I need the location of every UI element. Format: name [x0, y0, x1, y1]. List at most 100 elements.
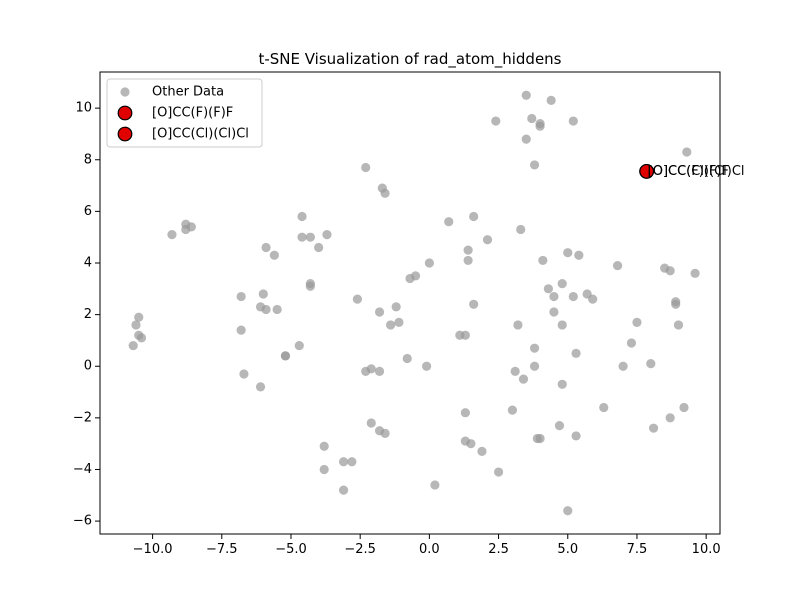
data-point: [297, 232, 307, 242]
data-point: [557, 320, 567, 330]
data-point: [322, 230, 332, 240]
data-point: [632, 317, 642, 327]
data-point: [599, 402, 609, 413]
data-point: [374, 366, 385, 376]
legend-label: [O]CC(F)(F)F: [152, 106, 233, 121]
x-tick-label: 0.0: [419, 542, 440, 557]
data-point: [255, 382, 266, 392]
data-point: [568, 291, 578, 302]
x-tick-label: 7.5: [627, 542, 648, 557]
data-point: [258, 289, 268, 299]
data-point: [305, 281, 315, 291]
data-point: [513, 320, 523, 330]
y-tick-label: −6: [73, 514, 92, 529]
data-point: [269, 250, 279, 260]
data-point: [460, 330, 470, 340]
data-point: [648, 423, 659, 433]
data-point: [516, 224, 526, 235]
data-point: [402, 353, 412, 364]
data-point: [535, 119, 545, 129]
data-point: [261, 242, 271, 253]
legend: Other Data [O]CC(F)(F)F [O]CC(Cl)(Cl)Cl: [106, 78, 263, 148]
x-tick-label: −2.5: [344, 542, 376, 557]
data-point: [422, 361, 432, 371]
data-point: [612, 260, 623, 271]
data-point: [554, 420, 565, 431]
data-point: [529, 343, 540, 353]
data-point: [236, 325, 246, 335]
data-point: [563, 248, 573, 258]
y-tick-label: −2: [73, 410, 92, 425]
data-point: [588, 294, 598, 304]
data-point: [391, 302, 401, 312]
point-annotation: [O]CC(Cl)(Cl)Cl: [648, 164, 745, 179]
data-point: [679, 402, 689, 413]
data-point: [529, 160, 540, 170]
data-point: [430, 480, 440, 490]
data-point: [186, 222, 196, 232]
data-point: [136, 333, 147, 343]
data-point: [297, 211, 307, 222]
data-point: [128, 340, 138, 351]
data-point: [549, 307, 559, 317]
axes-frame: [99, 71, 721, 535]
legend-label: [O]CC(Cl)(Cl)Cl: [152, 127, 249, 142]
data-point: [665, 266, 675, 276]
data-point: [444, 217, 454, 227]
data-point: [546, 95, 556, 105]
x-tick-label: −7.5: [206, 542, 238, 557]
legend-box: [106, 78, 263, 148]
y-tick-label: 0: [84, 359, 92, 374]
data-point: [134, 312, 144, 322]
x-tick-label: 10.0: [692, 542, 721, 557]
data-point: [482, 235, 493, 245]
data-point: [529, 361, 540, 371]
data-point: [314, 242, 324, 253]
data-point: [538, 255, 548, 266]
data-point: [574, 250, 584, 260]
data-point: [319, 441, 329, 451]
data-point: [466, 439, 476, 449]
data-point: [507, 405, 518, 415]
highlight-point: [639, 163, 655, 179]
data-point: [682, 147, 692, 157]
y-tick-label: 8: [84, 152, 92, 167]
y-tick-label: 2: [84, 307, 92, 322]
data-point: [380, 428, 390, 438]
data-point: [460, 408, 470, 418]
y-tick-label: 4: [84, 255, 92, 270]
data-point: [568, 116, 578, 126]
data-point: [361, 162, 371, 173]
data-point: [510, 366, 520, 376]
x-tick-label: −10.0: [133, 542, 173, 557]
data-point: [366, 364, 376, 374]
data-point: [527, 113, 537, 124]
data-point: [646, 359, 656, 369]
data-point: [366, 418, 376, 428]
data-point: [563, 506, 573, 516]
data-point: [463, 245, 473, 255]
data-point: [477, 446, 487, 457]
chart-title: t-SNE Visualization of rad_atom_hiddens: [258, 50, 561, 69]
data-point: [665, 413, 675, 423]
data-point: [543, 284, 553, 294]
data-point: [491, 116, 501, 126]
data-point: [294, 340, 304, 351]
data-point: [535, 433, 545, 444]
data-point: [338, 485, 349, 495]
point-annotation: [O]CC(F)(F)F: [648, 164, 729, 179]
data-point: [305, 232, 315, 242]
data-point: [280, 351, 291, 361]
data-point: [673, 320, 684, 330]
y-tick-label: 6: [84, 204, 92, 219]
data-point: [380, 188, 390, 198]
data-point: [167, 230, 177, 240]
x-tick-label: −5.0: [275, 542, 307, 557]
data-point: [571, 348, 581, 358]
data-point: [690, 268, 700, 278]
data-point: [338, 457, 349, 467]
data-point: [236, 291, 246, 302]
y-tick-label: −4: [73, 462, 92, 477]
data-point: [469, 299, 479, 309]
